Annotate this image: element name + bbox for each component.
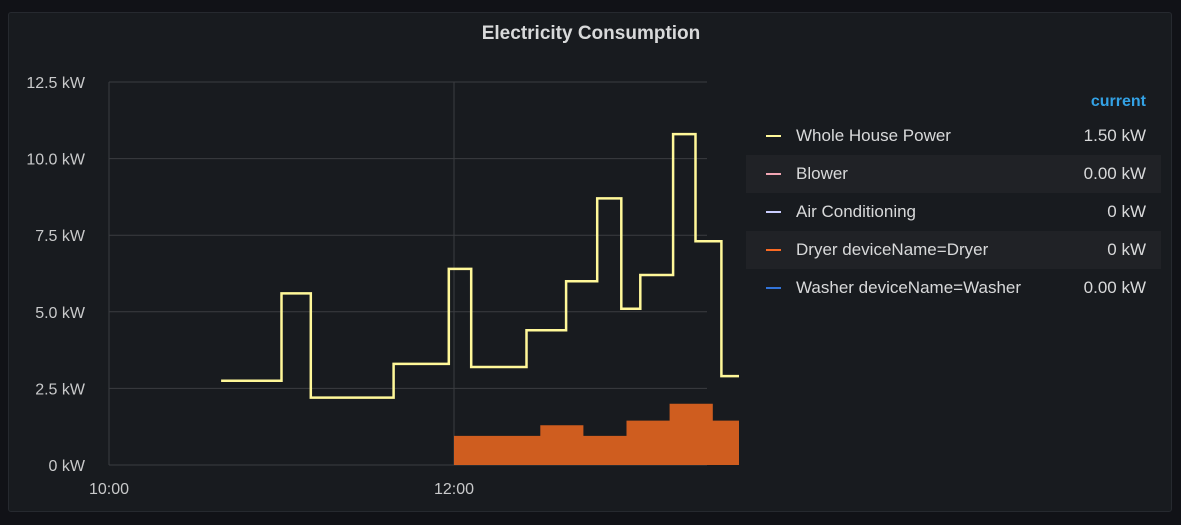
whole-house-line (221, 119, 739, 428)
dryer-area (454, 327, 739, 465)
whole-house-power-line (221, 119, 739, 428)
legend-item-whole-house[interactable]: Whole House Power 1.50 kW (746, 117, 1161, 155)
stacked-areas (454, 315, 739, 465)
legend-swatch (766, 211, 781, 213)
legend-label: Whole House Power (796, 126, 1084, 146)
y-tick-label: 2.5 kW (35, 381, 86, 398)
x-tick-label: 10:00 (89, 481, 129, 498)
legend-value: 0.00 kW (1084, 164, 1161, 184)
legend-value: 0 kW (1107, 240, 1161, 260)
legend-swatch (766, 249, 781, 251)
legend-header[interactable]: current (746, 83, 1161, 117)
legend-swatch (766, 287, 781, 289)
legend-label: Air Conditioning (796, 202, 1107, 222)
legend-item-blower[interactable]: Blower 0.00 kW (746, 155, 1161, 193)
y-tick-label: 5.0 kW (35, 305, 86, 322)
y-tick-label: 10.0 kW (26, 152, 86, 169)
legend-value: 0.00 kW (1084, 278, 1161, 298)
legend-label: Blower (796, 164, 1084, 184)
chart-grid (109, 82, 739, 465)
legend-value: 0 kW (1107, 202, 1161, 222)
legend-value: 1.50 kW (1084, 126, 1161, 146)
legend-item-dryer[interactable]: Dryer deviceName=Dryer 0 kW (746, 231, 1161, 269)
y-tick-label: 7.5 kW (35, 228, 86, 245)
chart-panel: Electricity Consumption 0 kW 2.5 kW 5.0 kW… (8, 12, 1172, 512)
legend-label: Dryer deviceName=Dryer (796, 240, 1107, 260)
x-tick-label: 12:00 (434, 481, 474, 498)
y-tick-label: 0 kW (49, 458, 86, 475)
y-axis: 0 kW 2.5 kW 5.0 kW 7.5 kW 10.0 kW 12.5 kW (26, 75, 86, 475)
legend-item-washer[interactable]: Washer deviceName=Washer 0.00 kW (746, 269, 1161, 307)
legend-swatch (766, 135, 781, 137)
legend: current Whole House Power 1.50 kW Blower… (746, 83, 1161, 307)
legend-swatch (766, 173, 781, 175)
chart-plot[interactable]: 0 kW 2.5 kW 5.0 kW 7.5 kW 10.0 kW 12.5 kW 10:… (9, 13, 739, 513)
y-tick-label: 12.5 kW (26, 75, 86, 92)
legend-label: Washer deviceName=Washer (796, 278, 1084, 298)
legend-item-air-conditioning[interactable]: Air Conditioning 0 kW (746, 193, 1161, 231)
